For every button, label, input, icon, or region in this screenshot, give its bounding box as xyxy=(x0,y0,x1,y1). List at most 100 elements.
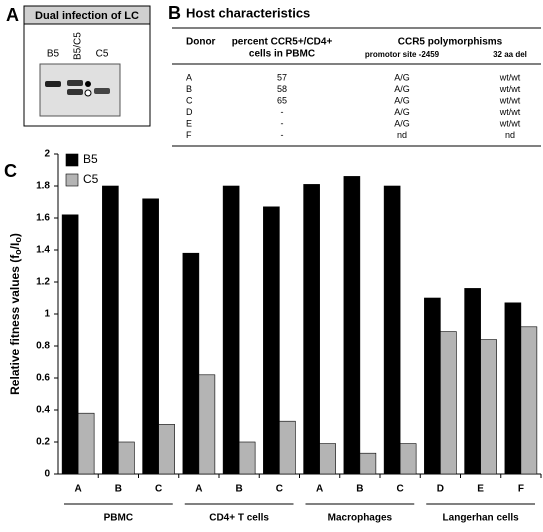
x-tick-label: B xyxy=(236,484,243,495)
bar xyxy=(77,412,95,475)
y-tick-label: 0 xyxy=(44,469,50,480)
x-tick-label: B xyxy=(115,484,122,495)
table-body: A 57 A/G wt/wt B 58 A/G wt/wt C 65 A/G wt/wt D - A/G wt… xyxy=(186,72,521,140)
table-cell: E xyxy=(186,118,192,128)
panel-title: Dual infection of LC xyxy=(35,10,139,22)
table-cell: wt/wt xyxy=(499,72,521,82)
table-cell: 65 xyxy=(277,95,287,105)
y-tick-label: 0.6 xyxy=(36,373,50,384)
table-cell: C xyxy=(186,95,193,105)
lane-label: B5/C5 xyxy=(73,32,84,60)
bar xyxy=(198,374,216,475)
table-cell: 57 xyxy=(277,72,287,82)
bar xyxy=(319,443,336,475)
x-tick-label: A xyxy=(75,484,82,495)
bar xyxy=(520,326,538,475)
band xyxy=(45,81,61,87)
bar xyxy=(343,176,361,475)
bar xyxy=(480,339,497,475)
table-cell: A/G xyxy=(394,72,410,82)
y-tick-label: 0.2 xyxy=(36,437,50,448)
y-tick-label: 1.6 xyxy=(36,213,50,224)
group-label: PBMC xyxy=(104,513,133,524)
bar xyxy=(263,206,280,475)
table-cell: wt/wt xyxy=(499,107,521,117)
x-tick-label: B xyxy=(356,484,363,495)
title-box xyxy=(23,5,151,25)
bar xyxy=(464,288,481,475)
table-cell: wt/wt xyxy=(499,84,521,94)
y-tick-label: 1.4 xyxy=(36,245,50,256)
bar xyxy=(102,185,119,475)
table-cell: B xyxy=(186,84,192,94)
table-cell: wt/wt xyxy=(499,95,521,105)
legend-label: B5 xyxy=(83,152,98,166)
y-tick-label: 1.8 xyxy=(36,181,50,192)
table-cell: nd xyxy=(505,130,515,140)
band xyxy=(67,80,83,86)
table-cell: A/G xyxy=(394,118,410,128)
table-cell: - xyxy=(281,130,284,140)
x-tick-label: D xyxy=(437,484,444,495)
table-header: percent CCR5+/CD4+ xyxy=(232,37,333,48)
x-tick-label: A xyxy=(316,484,323,495)
bar xyxy=(383,185,401,475)
bar xyxy=(279,420,296,475)
table-cell: D xyxy=(186,107,193,117)
bar xyxy=(504,302,522,475)
bar xyxy=(142,198,159,475)
table-cell: wt/wt xyxy=(499,118,521,128)
table-header: CCR5 polymorphisms xyxy=(398,37,503,48)
bar xyxy=(182,252,200,475)
x-tick-label: C xyxy=(397,484,404,495)
table-subheader: 32 aa del xyxy=(493,50,527,59)
x-tick-label: E xyxy=(477,484,484,495)
panel-label: C xyxy=(4,161,17,181)
bar xyxy=(440,331,457,475)
band xyxy=(94,88,110,94)
panel-title: Host characteristics xyxy=(186,5,310,20)
table-cell: A/G xyxy=(394,95,410,105)
table-cell: 58 xyxy=(277,84,287,94)
y-tick-label: 1.2 xyxy=(36,277,50,288)
y-tick-label: 1 xyxy=(44,309,50,320)
group-label: Macrophages xyxy=(328,513,393,524)
bar xyxy=(61,214,79,475)
x-tick-label: A xyxy=(195,484,202,495)
y-axis-label: Relative fitness values (fo/Io) xyxy=(8,233,23,395)
table-cell: - xyxy=(281,118,284,128)
x-tick-label: F xyxy=(518,484,524,495)
group-label: CD4+ T cells xyxy=(209,513,269,524)
bar xyxy=(118,441,135,475)
bar xyxy=(424,297,441,475)
y-tick-label: 2 xyxy=(44,149,50,160)
marker xyxy=(84,89,92,97)
panel-label: A xyxy=(6,5,19,25)
lane-label: B5 xyxy=(47,49,60,60)
bar xyxy=(238,441,256,475)
legend-swatch xyxy=(65,173,79,187)
table-header: Donor xyxy=(186,37,216,48)
y-tick-label: 0.8 xyxy=(36,341,50,352)
bar xyxy=(222,185,240,475)
lane-label: C5 xyxy=(96,49,109,60)
y-tick-label: 0.4 xyxy=(36,405,50,416)
table-cell: A/G xyxy=(394,107,410,117)
legend-label: C5 xyxy=(83,172,99,186)
marker xyxy=(85,81,91,87)
table-cell: F xyxy=(186,130,192,140)
table-cell: A xyxy=(186,72,192,82)
table-subheader: promotor site -2459 xyxy=(365,50,440,59)
legend-swatch xyxy=(65,153,79,167)
bar xyxy=(359,452,377,475)
table-header: cells in PBMC xyxy=(249,49,315,60)
group-label: Langerhan cells xyxy=(443,513,520,524)
table-cell: - xyxy=(281,107,284,117)
x-tick-label: C xyxy=(155,484,162,495)
bar xyxy=(158,424,175,475)
bar xyxy=(399,443,417,475)
bar xyxy=(303,184,320,475)
panel-label: B xyxy=(168,3,181,23)
table-cell: nd xyxy=(397,130,407,140)
